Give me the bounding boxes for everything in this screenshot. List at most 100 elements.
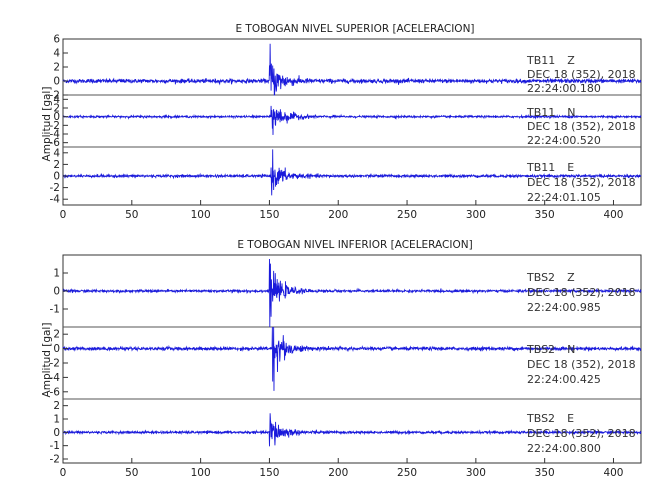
date-label: DEC 18 (352), 2018 xyxy=(527,176,636,189)
y-tick-label: 1 xyxy=(53,268,60,280)
upper-panel-frame xyxy=(62,38,642,206)
upper-x-ticks: 0 50 100 150 200 250 300 350 400 xyxy=(60,200,623,221)
date-label: DEC 18 (352), 2018 xyxy=(527,427,636,440)
y-tick-label: 2 xyxy=(53,329,60,341)
y-tick-label: -2 xyxy=(50,358,60,370)
x-tick-label: 400 xyxy=(603,467,623,479)
waveform-tbs2-z xyxy=(62,259,642,328)
x-tick-label: 150 xyxy=(259,209,279,221)
y-tick-label: 2 xyxy=(53,62,60,74)
x-tick-label: 0 xyxy=(60,209,67,221)
x-tick-label: 150 xyxy=(259,467,279,479)
component-label: E xyxy=(567,161,574,174)
x-tick-label: 300 xyxy=(466,467,486,479)
lower-panel-title: E TOBOGAN NIVEL INFERIOR [ACELERACION] xyxy=(237,239,472,251)
component-label: N xyxy=(567,106,575,119)
station-label: TB11 xyxy=(526,54,555,67)
trace-annotation-tb11-z: TB11 Z DEC 18 (352), 2018 22:24:00.180 xyxy=(526,54,636,95)
y-tick-label: 0 xyxy=(53,286,60,298)
x-tick-label: 400 xyxy=(603,209,623,221)
time-label: 22:24:01.105 xyxy=(527,191,601,204)
x-tick-label: 350 xyxy=(535,467,555,479)
waveform-tb11-e xyxy=(62,149,642,196)
waveform-tb11-z xyxy=(62,43,642,96)
upper-y-axis-label: Amplitud [gal] xyxy=(41,87,53,162)
lower-panel-frame xyxy=(62,254,642,464)
station-label: TB11 xyxy=(526,106,555,119)
lower-panel: E TOBOGAN NIVEL INFERIOR [ACELERACION] A… xyxy=(41,239,642,479)
y-tick-label: 4 xyxy=(53,94,60,106)
date-label: DEC 18 (352), 2018 xyxy=(527,120,636,133)
upper-panel-title: E TOBOGAN NIVEL SUPERIOR [ACELERACION] xyxy=(235,23,474,35)
y-tick-label: 0 xyxy=(53,76,60,88)
upper-traces xyxy=(62,43,642,196)
date-label: DEC 18 (352), 2018 xyxy=(527,358,636,371)
station-label: TB11 xyxy=(526,161,555,174)
x-tick-label: 50 xyxy=(125,209,138,221)
trace-annotation-tb11-n: TB11 N DEC 18 (352), 2018 22:24:00.520 xyxy=(526,106,636,147)
time-label: 22:24:00.520 xyxy=(527,134,601,147)
y-tick-label: 4 xyxy=(53,48,60,60)
time-label: 22:24:00.800 xyxy=(527,442,601,455)
x-tick-label: 100 xyxy=(191,209,211,221)
y-tick-label: -2 xyxy=(50,120,60,132)
trace-annotation-tb11-e: TB11 E DEC 18 (352), 2018 22:24:01.105 xyxy=(526,161,636,204)
upper-panel: E TOBOGAN NIVEL SUPERIOR [ACELERACION] A… xyxy=(41,23,642,221)
y-tick-label: -6 xyxy=(50,386,61,398)
y-tick-label: -2 xyxy=(50,454,60,466)
y-tick-label: -6 xyxy=(50,137,61,149)
component-label: N xyxy=(567,343,575,356)
lower-x-ticks: 0 50 100 150 200 250 300 350 400 xyxy=(60,458,623,479)
y-tick-label: 4 xyxy=(53,147,60,159)
time-label: 22:24:00.425 xyxy=(527,373,601,386)
x-tick-label: 350 xyxy=(535,209,555,221)
trace-annotation-tbs2-e: TBS2 E DEC 18 (352), 2018 22:24:00.800 xyxy=(526,412,636,455)
y-tick-label: -4 xyxy=(50,194,61,206)
y-tick-label: 0 xyxy=(53,111,60,123)
y-tick-label: 6 xyxy=(53,34,60,46)
component-label: Z xyxy=(567,271,575,284)
y-tick-label: 1 xyxy=(53,414,60,426)
x-tick-label: 250 xyxy=(397,467,417,479)
component-label: E xyxy=(567,412,574,425)
x-tick-label: 250 xyxy=(397,209,417,221)
y-tick-label: 2 xyxy=(53,159,60,171)
x-tick-label: 0 xyxy=(60,467,67,479)
station-label: TBS2 xyxy=(526,412,555,425)
station-label: TBS2 xyxy=(526,343,555,356)
trace-annotation-tbs2-n: TBS2 N DEC 18 (352), 2018 22:24:00.425 xyxy=(526,343,636,386)
component-label: Z xyxy=(567,54,575,67)
y-tick-label: -1 xyxy=(50,304,60,316)
y-tick-label: -2 xyxy=(50,182,60,194)
station-label: TBS2 xyxy=(526,271,555,284)
lower-y-axis-label: Amplitud [gal] xyxy=(41,323,53,398)
y-tick-label: -2 xyxy=(50,90,60,102)
x-tick-label: 100 xyxy=(191,467,211,479)
y-tick-label: -4 xyxy=(50,129,61,141)
y-tick-label: 2 xyxy=(53,400,60,412)
y-tick-label: -1 xyxy=(50,440,60,452)
x-tick-label: 200 xyxy=(328,209,348,221)
time-label: 22:24:00.985 xyxy=(527,301,601,314)
waveform-tb11-n xyxy=(62,105,642,135)
date-label: DEC 18 (352), 2018 xyxy=(527,68,636,81)
waveform-tbs2-n xyxy=(62,326,642,391)
time-label: 22:24:00.180 xyxy=(527,82,601,95)
y-tick-label: -4 xyxy=(50,372,61,384)
y-tick-label: 0 xyxy=(53,171,60,183)
trace-annotation-tbs2-z: TBS2 Z DEC 18 (352), 2018 22:24:00.985 xyxy=(526,271,636,314)
y-tick-label: 0 xyxy=(53,427,60,439)
date-label: DEC 18 (352), 2018 xyxy=(527,286,636,299)
x-tick-label: 50 xyxy=(125,467,138,479)
x-tick-label: 200 xyxy=(328,467,348,479)
waveform-tbs2-e xyxy=(62,413,642,447)
